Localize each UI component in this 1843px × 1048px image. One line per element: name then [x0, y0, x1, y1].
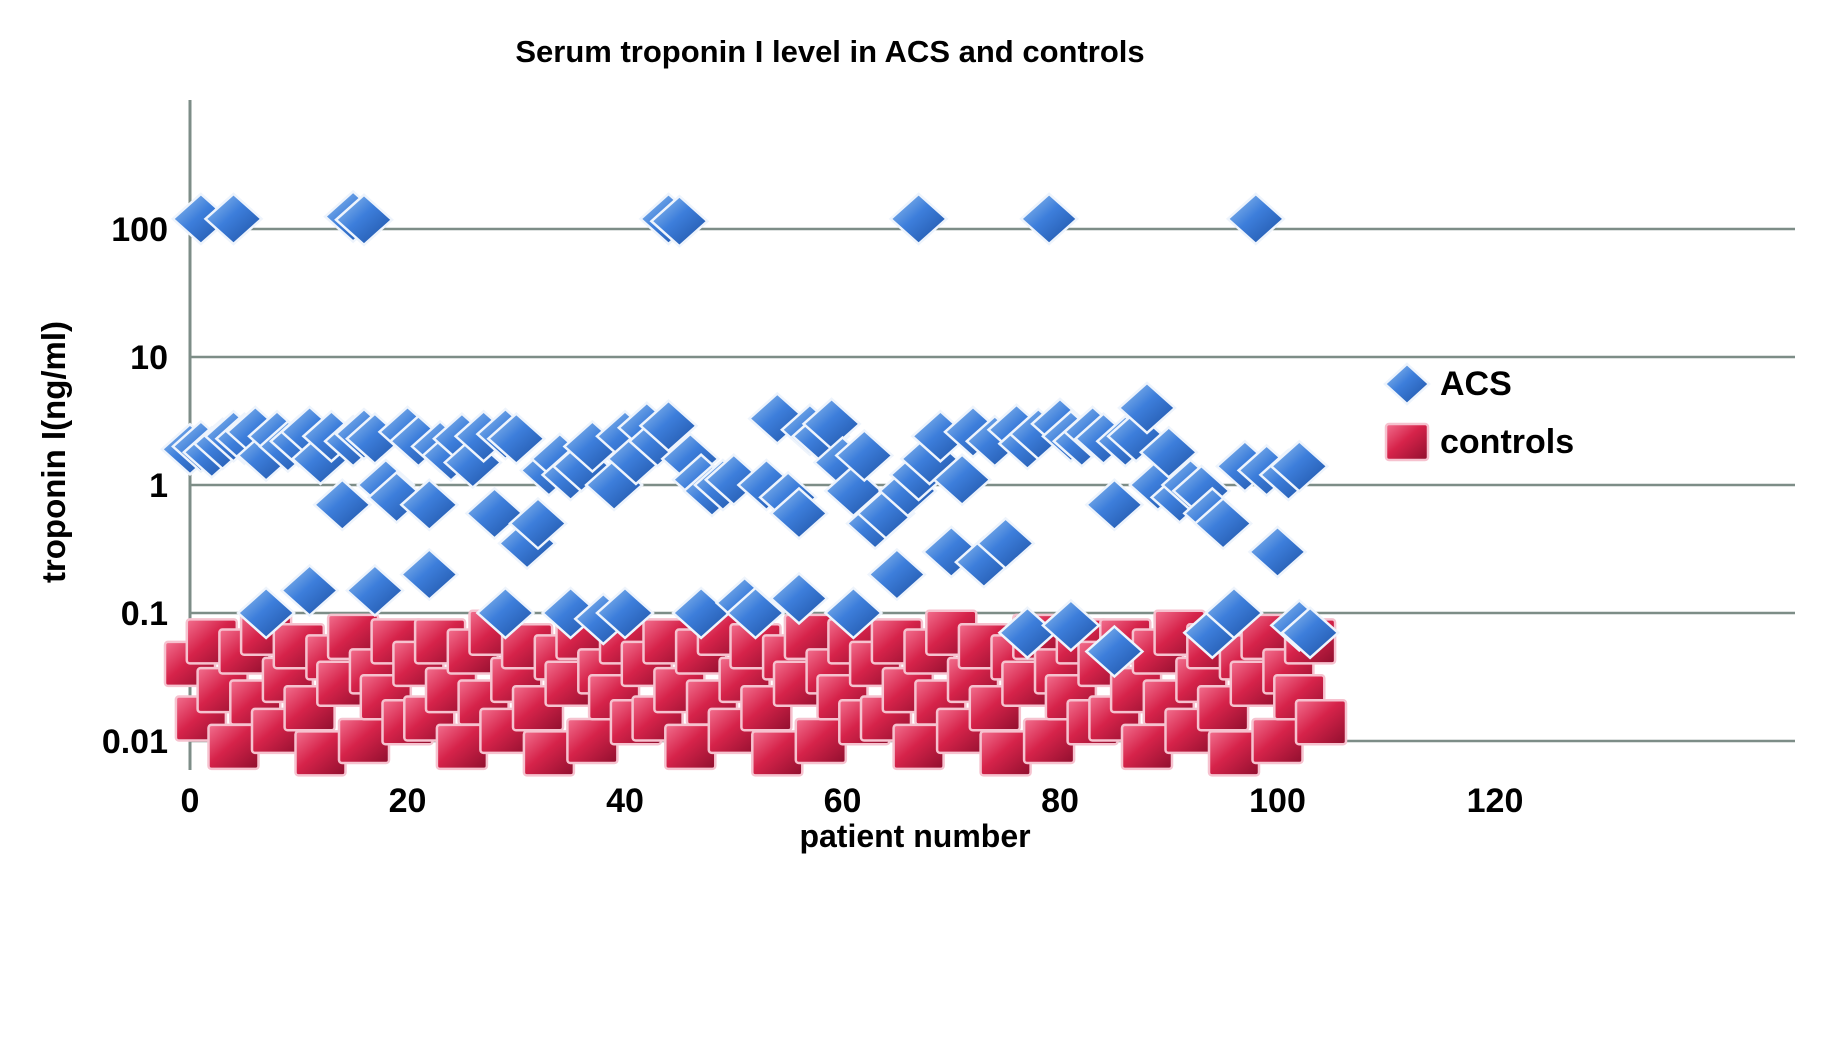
acs-point: [508, 496, 568, 551]
acs-point: [345, 563, 405, 618]
x-tick-label: 40: [606, 782, 644, 820]
acs-point: [975, 516, 1036, 571]
acs-point: [725, 586, 786, 640]
acs-point: [1247, 525, 1308, 579]
acs-point: [464, 486, 525, 541]
control-point: [1294, 699, 1348, 746]
legend: ACS controls: [1382, 362, 1574, 464]
legend-item-acs: ACS: [1382, 362, 1574, 406]
y-tick-label: 0.1: [121, 595, 168, 633]
acs-point: [1084, 624, 1145, 679]
acs-point: [1019, 192, 1079, 246]
chart-title: Serum troponin I level in ACS and contro…: [515, 34, 1145, 69]
acs-point: [334, 193, 394, 247]
acs-point: [236, 586, 296, 640]
legend-label-controls: controls: [1440, 422, 1575, 461]
acs-point: [834, 428, 895, 483]
acs-point: [312, 478, 373, 532]
acs-point: [279, 563, 340, 618]
acs-point: [888, 192, 949, 246]
acs-point: [399, 478, 460, 532]
acs-point: [638, 399, 699, 453]
controls-square-icon: [1384, 422, 1430, 462]
y-tick-label: 1: [149, 467, 168, 505]
x-tick-label: 80: [1041, 782, 1079, 820]
acs-point: [649, 194, 710, 248]
acs-point: [769, 571, 829, 626]
acs-point: [1193, 496, 1253, 551]
y-axis-label: troponin I(ng/ml): [35, 320, 72, 584]
acs-point: [399, 547, 460, 602]
acs-point: [475, 586, 536, 640]
acs-point: [1269, 439, 1330, 493]
acs-point: [1084, 478, 1145, 532]
acs-point: [203, 192, 264, 246]
acs-point: [769, 486, 829, 541]
acs-point: [932, 453, 992, 507]
acs-point: [1041, 598, 1101, 653]
y-tick-label: 10: [130, 339, 168, 377]
acs-point: [1204, 586, 1264, 640]
x-tick-label: 120: [1467, 782, 1524, 820]
acs-point: [1280, 606, 1340, 660]
y-tick-label: 100: [111, 211, 168, 249]
acs-point: [486, 412, 547, 466]
acs-point: [1117, 381, 1177, 435]
acs-point: [1138, 425, 1199, 479]
x-tick-label: 60: [824, 782, 862, 820]
x-tick-label: 20: [389, 782, 427, 820]
legend-item-controls: controls: [1382, 420, 1574, 464]
acs-point: [867, 547, 927, 602]
acs-point: [595, 586, 655, 640]
x-tick-label: 100: [1249, 782, 1306, 820]
y-tick-label: 0.01: [102, 723, 168, 761]
x-tick-label: 0: [181, 782, 200, 820]
acs-point: [823, 586, 884, 640]
x-axis-label: patient number: [799, 818, 1031, 854]
legend-label-acs: ACS: [1440, 364, 1512, 403]
acs-point: [1225, 192, 1286, 246]
acs-diamond-icon: [1383, 362, 1431, 406]
